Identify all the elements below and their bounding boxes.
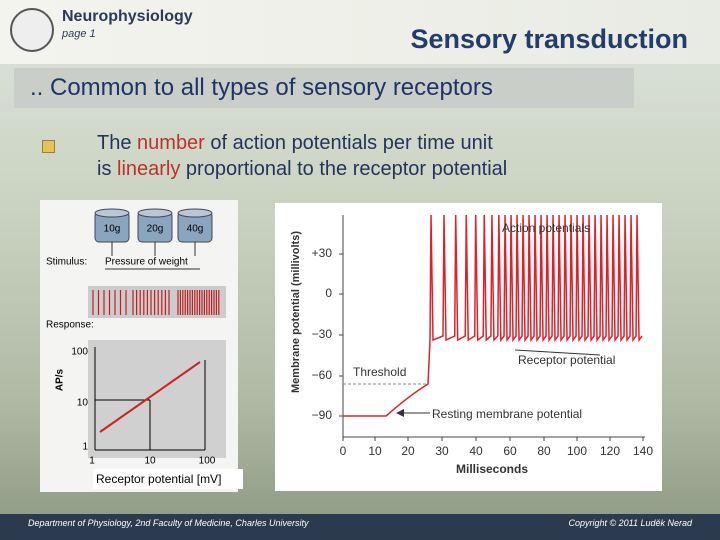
bullet-marker bbox=[42, 140, 55, 153]
y-tick-label: −90 bbox=[312, 408, 333, 422]
text-run: is bbox=[97, 158, 117, 180]
x-tick-label: 20 bbox=[401, 444, 415, 458]
weight-top bbox=[137, 208, 173, 218]
subtitle: .. Common to all types of sensory recept… bbox=[30, 74, 493, 101]
weight-label: 20g bbox=[147, 224, 164, 235]
annotation: Receptor potential bbox=[518, 353, 615, 367]
right-figure-bg bbox=[275, 203, 662, 491]
caption-bg bbox=[93, 469, 243, 489]
x-tick-label: 40 bbox=[469, 444, 483, 458]
x-tick-label: 60 bbox=[503, 444, 517, 458]
graph-box bbox=[88, 340, 226, 458]
x-tick-label: 10 bbox=[144, 456, 156, 467]
page-number: page 1 bbox=[62, 28, 96, 40]
pointer bbox=[514, 349, 601, 356]
subtitle-band bbox=[14, 68, 634, 108]
x-tick-label: 1 bbox=[89, 456, 95, 467]
stimulus-label: Stimulus: bbox=[46, 257, 87, 268]
arrowhead bbox=[396, 409, 404, 417]
annotation: Resting membrane potential bbox=[432, 407, 582, 421]
header-band bbox=[0, 0, 720, 64]
weight-label: 10g bbox=[104, 224, 121, 235]
x-tick-label: 140 bbox=[633, 444, 653, 458]
y-label: AP/s bbox=[55, 368, 66, 391]
weight-label: 40g bbox=[187, 224, 204, 235]
weight-top bbox=[94, 208, 130, 218]
x-tick-label: 30 bbox=[435, 444, 449, 458]
y-tick-label: −60 bbox=[312, 368, 333, 382]
text-run: The bbox=[97, 132, 138, 154]
y-tick-label: −30 bbox=[312, 327, 333, 341]
logo bbox=[10, 8, 54, 52]
x-tick-label: 100 bbox=[567, 444, 587, 458]
footer-left: Department of Physiology, 2nd Faculty of… bbox=[28, 518, 309, 528]
y-label: Membrane potential (millivolts) bbox=[290, 231, 302, 393]
annotation: Action potentials bbox=[502, 221, 590, 235]
text-run: proportional to the receptor potential bbox=[180, 158, 508, 180]
course: Neurophysiology bbox=[62, 8, 193, 25]
caption: Receptor potential [mV] bbox=[96, 472, 221, 486]
x-tick-label: 0 bbox=[340, 444, 347, 458]
y-tick-label: 0 bbox=[325, 286, 332, 300]
y-tick-label: 100 bbox=[71, 347, 88, 358]
x-label: Milliseconds bbox=[456, 462, 528, 476]
stimulus: Pressure of weight bbox=[105, 257, 188, 268]
spike-box bbox=[88, 286, 226, 318]
annotation: Threshold bbox=[353, 365, 406, 379]
x-tick-label: 100 bbox=[199, 456, 216, 467]
footer-band bbox=[0, 514, 720, 540]
x-tick-label: 120 bbox=[600, 444, 620, 458]
slide-title: Sensory transduction bbox=[410, 24, 688, 54]
y-tick-label: 10 bbox=[77, 398, 89, 409]
x-tick-label: 10 bbox=[368, 444, 382, 458]
emphasis: number bbox=[137, 132, 205, 154]
footer-right: Copyright © 2011 Luděk Nerad bbox=[568, 518, 692, 528]
response-label: Response: bbox=[46, 320, 94, 331]
response-line bbox=[99, 361, 201, 433]
membrane-trace bbox=[343, 214, 643, 417]
text-run: of action potentials per time unit bbox=[204, 132, 493, 154]
bullet-text: The number of action potentials per time… bbox=[97, 130, 507, 182]
weight-top bbox=[177, 208, 213, 218]
y-tick-label: 1 bbox=[82, 442, 88, 453]
x-tick-label: 80 bbox=[537, 444, 551, 458]
y-tick-label: +30 bbox=[312, 246, 333, 260]
emphasis: linearly bbox=[117, 158, 181, 180]
